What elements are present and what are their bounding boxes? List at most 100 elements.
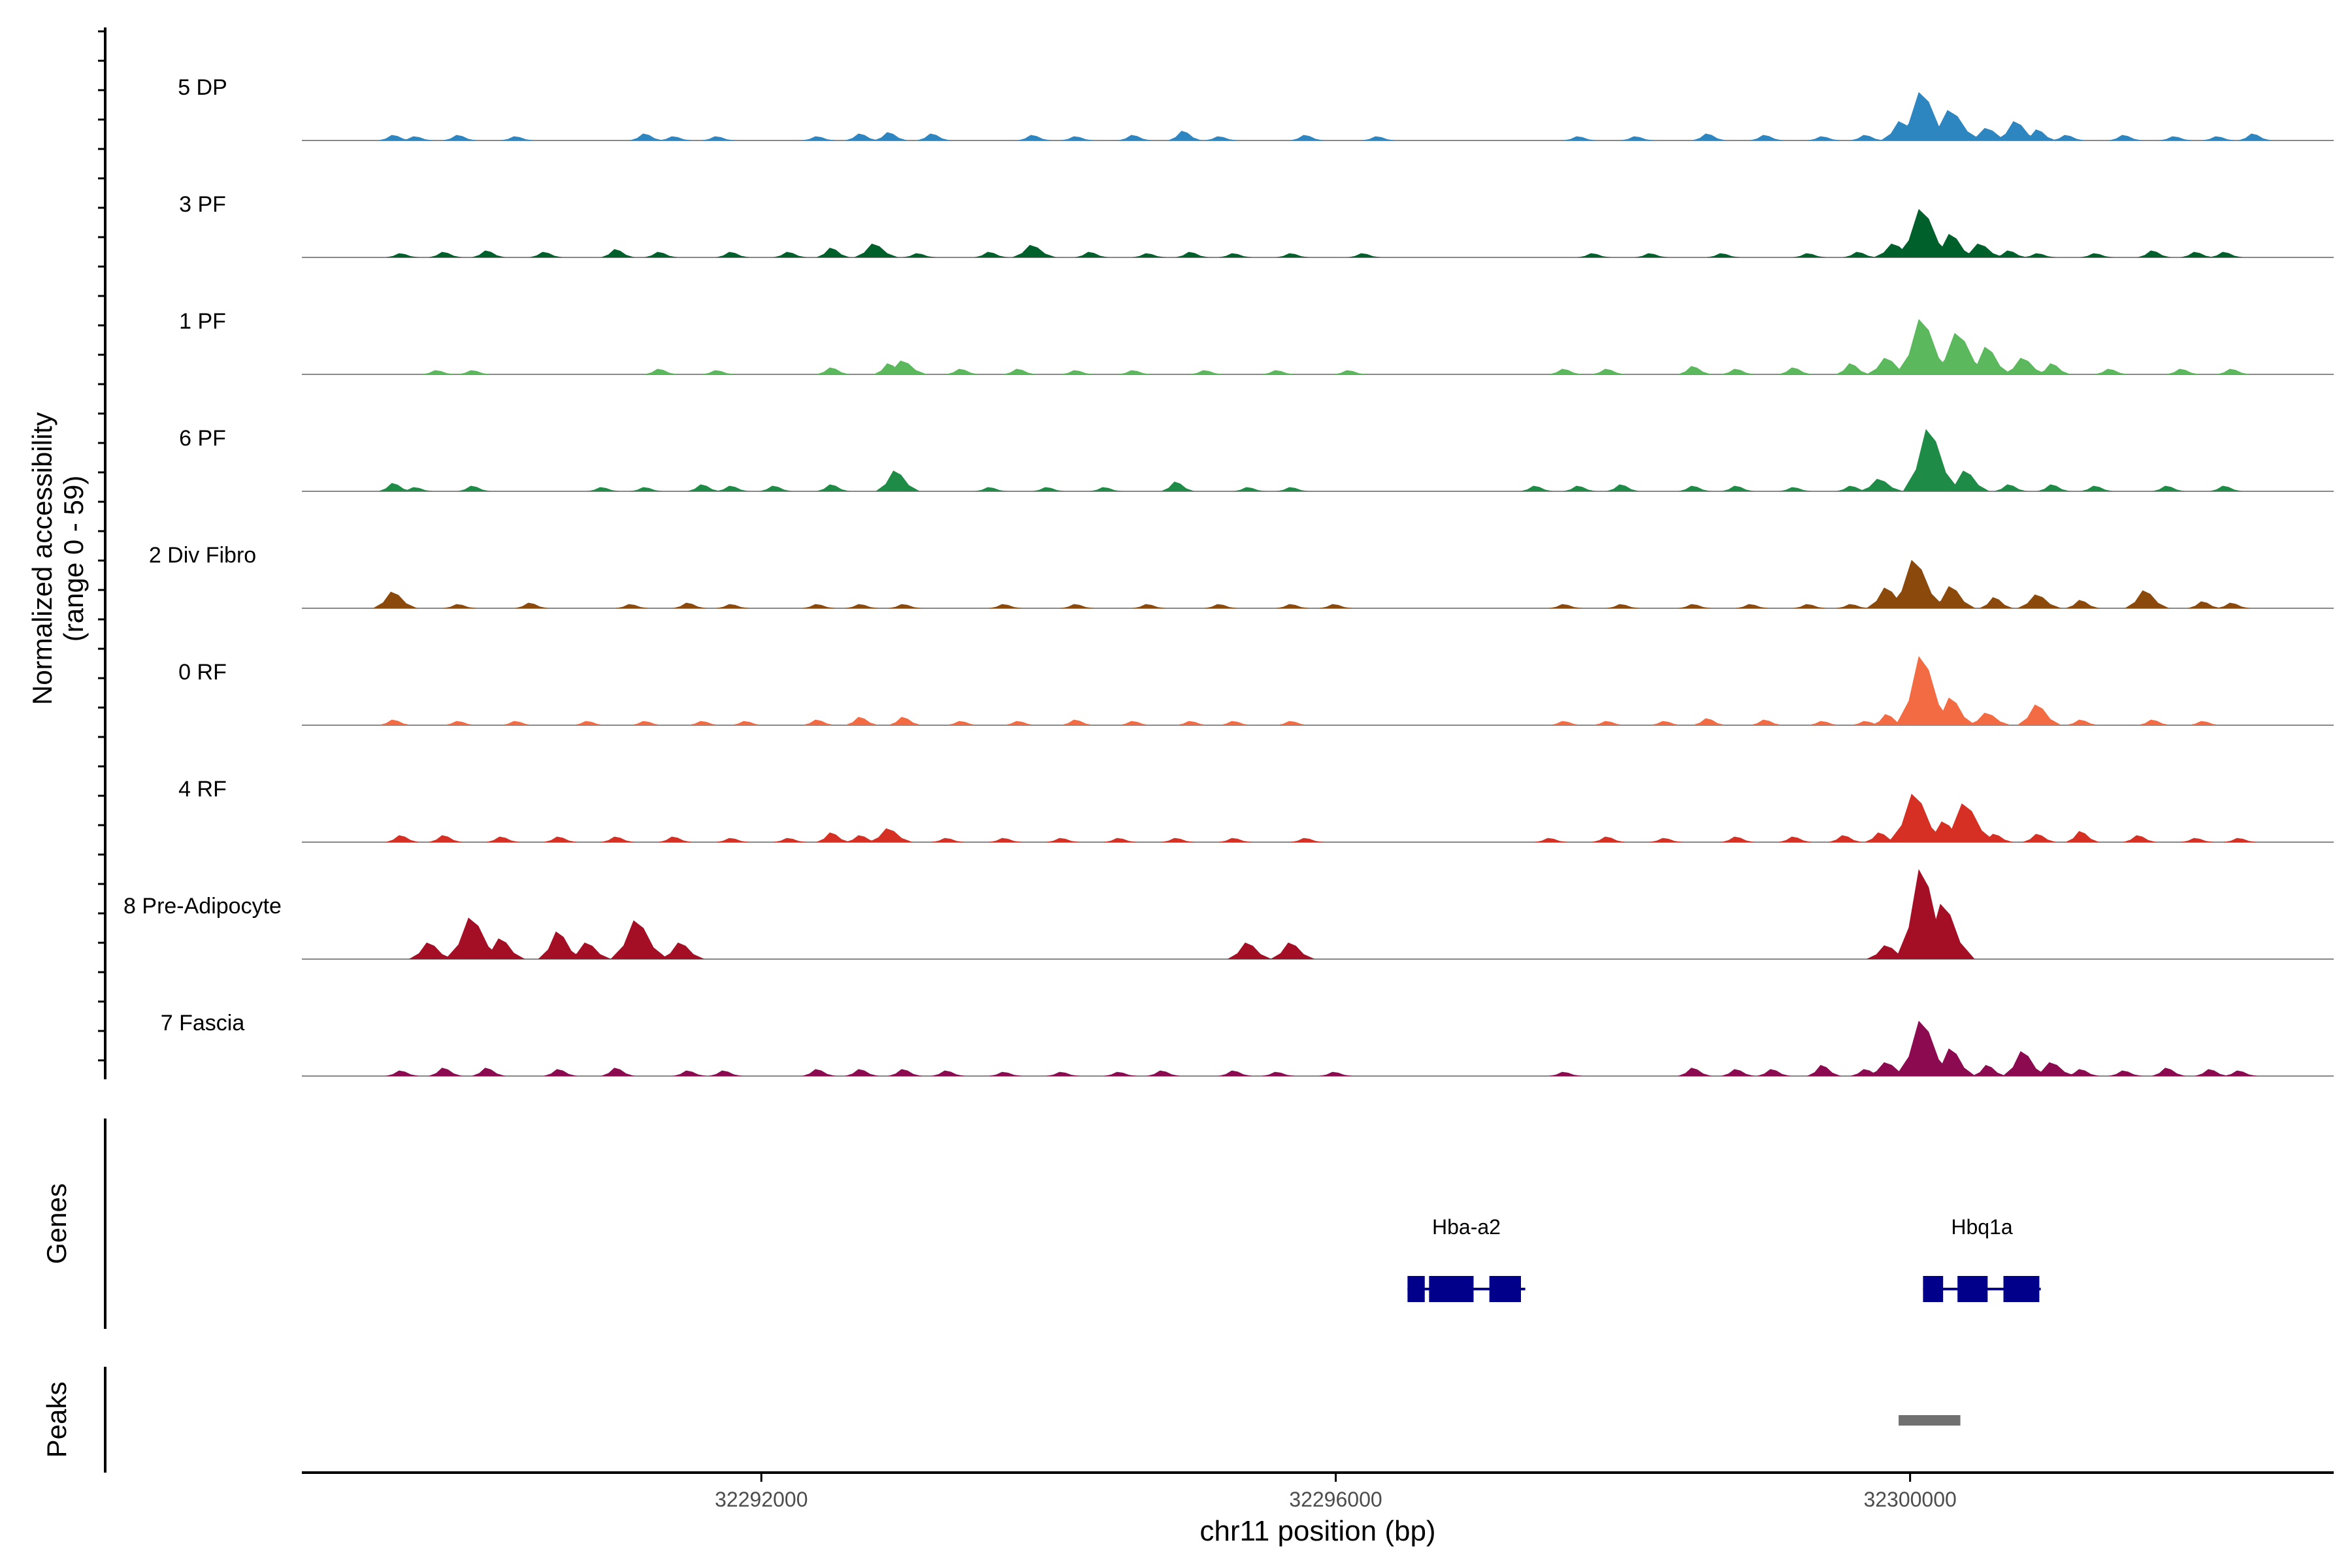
coverage-peak: [888, 1069, 923, 1076]
coverage-peak: [1806, 721, 1841, 725]
coverage-peak: [2238, 133, 2272, 140]
track-label: 3 PF: [179, 192, 226, 217]
coverage-peak: [615, 604, 649, 608]
coverage-peak: [1275, 253, 1310, 257]
coverage-peak: [442, 721, 477, 725]
coverage-peak: [1074, 252, 1109, 257]
coverage-peak: [442, 604, 477, 608]
coverage-peak: [1677, 604, 1712, 608]
coverage-peak: [538, 931, 583, 959]
coverage-peak: [2125, 590, 2170, 608]
coverage-peak: [1132, 604, 1166, 608]
coverage-peak: [1011, 244, 1056, 257]
coverage-peak: [845, 1069, 879, 1076]
coverage-peak: [1270, 942, 1315, 959]
coverage-peak: [1160, 838, 1195, 842]
coverage-peak: [385, 1070, 419, 1076]
coverage-peak: [2166, 368, 2200, 374]
coverage-peak: [1290, 838, 1324, 842]
coverage-peak: [1606, 484, 1641, 491]
coverage-peak: [759, 485, 793, 491]
coverage-peak: [2151, 485, 2186, 491]
coverage-peak: [854, 243, 899, 257]
coverage-peak: [2180, 838, 2215, 842]
y-axis-range-label: (range 0 - 59): [58, 476, 89, 642]
coverage-peak: [1859, 478, 1904, 491]
track-label: 2 Div Fibro: [149, 543, 256, 568]
coverage-peak: [1895, 656, 1953, 725]
track-label: 7 Fascia: [161, 1011, 245, 1036]
coverage-peak: [1103, 838, 1137, 842]
coverage-peak: [845, 133, 879, 140]
coverage-peak: [514, 602, 549, 608]
coverage-peak: [730, 721, 764, 725]
coverage-peak: [1677, 1068, 1712, 1076]
coverage-peak: [1959, 243, 2004, 257]
coverage-peak: [1835, 604, 1870, 608]
coverage-peak: [600, 249, 635, 257]
track-8-pre-adipocyte: 8 Pre-Adipocyte: [123, 869, 2334, 960]
peaks-label: Peaks: [41, 1382, 72, 1458]
coverage-peak: [1931, 333, 1989, 374]
coverage-peak: [672, 602, 707, 608]
coverage-peak: [529, 252, 563, 257]
coverage-peak: [629, 487, 664, 491]
coverage-peak: [1806, 1065, 1841, 1076]
coverage-peak: [1060, 719, 1094, 725]
coverage-peak: [1756, 1069, 1791, 1076]
coverage-peak: [1275, 721, 1310, 725]
coverage-peak: [1967, 712, 2012, 725]
coverage-peak: [629, 721, 664, 725]
coverage-peak: [1720, 836, 1755, 842]
coverage-peak: [1924, 110, 1982, 140]
coverage-peak: [1735, 604, 1769, 608]
coverage-peak: [1189, 370, 1224, 374]
coverage-peak: [715, 604, 750, 608]
coverage-peak: [1895, 1021, 1953, 1076]
coverage-peak: [1103, 1071, 1137, 1076]
track-1-pf: 1 PF: [179, 309, 2334, 375]
coverage-peak: [1117, 135, 1152, 140]
coverage-peak: [874, 132, 908, 140]
coverage-peak: [715, 252, 750, 257]
coverage-peak: [945, 721, 980, 725]
coverage-peak: [1592, 368, 1626, 374]
coverage-peak: [1972, 1065, 2006, 1076]
coverage-peak: [1088, 487, 1123, 491]
coverage-peak: [1218, 253, 1252, 257]
coverage-peak: [888, 604, 923, 608]
coverage-peak: [2080, 485, 2114, 491]
coverage-peak: [701, 370, 736, 374]
gene-hbq1a: Hbq1a: [1923, 1215, 2041, 1302]
coverage-peak: [600, 1068, 635, 1076]
coverage-peak: [1895, 208, 1953, 257]
track-label: 1 PF: [179, 309, 226, 334]
x-tick-label: 32300000: [1863, 1488, 1956, 1511]
coverage-peak: [1146, 1070, 1181, 1076]
coverage-peak: [701, 136, 736, 140]
coverage-peak: [1720, 1069, 1755, 1076]
coverage-peak: [2051, 135, 2085, 140]
coverage-peak: [1993, 250, 2028, 257]
coverage-peak: [1203, 136, 1238, 140]
coverage-peak: [672, 1070, 707, 1076]
coverage-peak: [802, 1069, 836, 1076]
coverage-peak: [715, 838, 750, 842]
x-tick-label: 32292000: [715, 1488, 808, 1511]
coverage-peak: [378, 483, 412, 491]
coverage-peak: [1060, 604, 1094, 608]
coverage-peak: [658, 136, 693, 140]
coverage-peak: [2123, 835, 2157, 842]
coverage-peak: [1563, 485, 1597, 491]
coverage-peak: [1534, 838, 1569, 842]
coverage-peak: [2017, 594, 2062, 608]
coverage-peak: [1031, 487, 1066, 491]
coverage-peak: [931, 838, 966, 842]
coverage-peak: [408, 942, 453, 959]
coverage-peak: [2108, 135, 2143, 140]
coverage-peak: [1706, 253, 1740, 257]
coverage-peak: [1290, 135, 1324, 140]
coverage-peak: [2022, 253, 2057, 257]
coverage-peak: [385, 835, 419, 842]
